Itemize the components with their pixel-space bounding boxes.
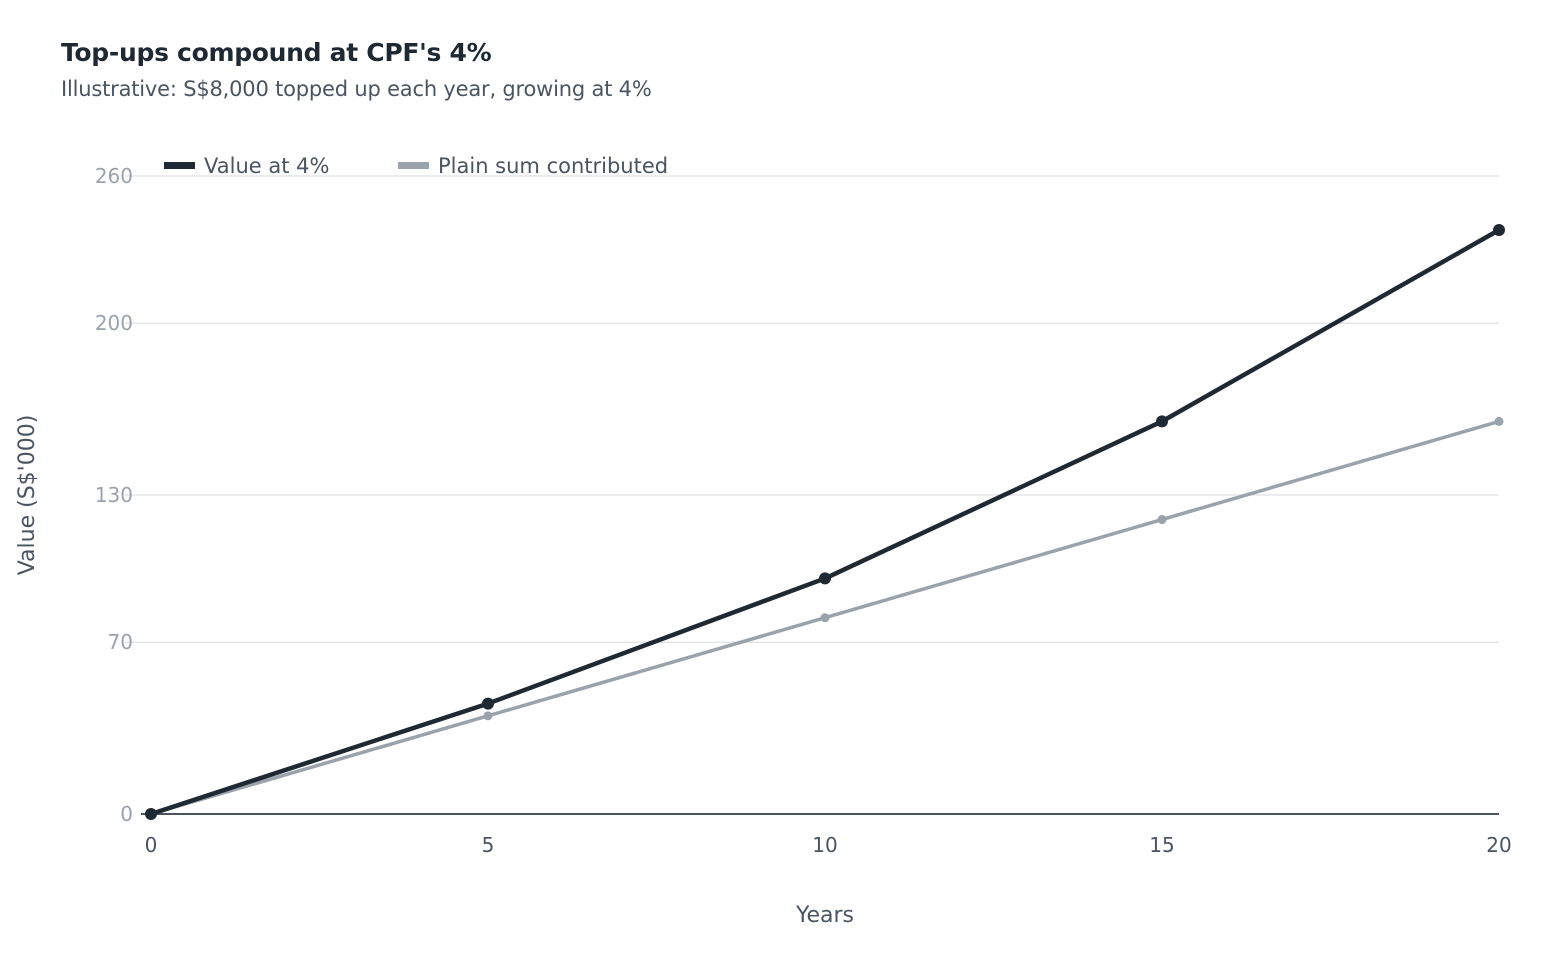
legend-label-value-at-4: Value at 4%	[204, 154, 329, 178]
x-tick-label-10: 10	[812, 833, 837, 857]
legend-swatch-plain-sum-contributed	[398, 162, 429, 169]
y-tick-label-130: 130	[95, 483, 133, 507]
legend-swatch-value-at-4	[164, 162, 195, 169]
data-point-value-at-4-5	[482, 697, 494, 710]
legend-label-plain-sum-contributed: Plain sum contributed	[438, 154, 668, 178]
series-lines	[145, 223, 1505, 820]
y-tick-label-200: 200	[95, 311, 133, 335]
chart-subtitle: Illustrative: S$8,000 topped up each yea…	[61, 77, 652, 101]
data-point-value-at-4-0	[145, 808, 157, 820]
y-axis-label: Value (S$'000)	[15, 415, 40, 576]
y-tick-label-260: 260	[95, 164, 133, 188]
data-point-plain-sum-contributed-15	[1157, 515, 1167, 525]
x-tick-label-15: 15	[1149, 833, 1174, 857]
y-axis-ticks: 0 70 130 200 260	[95, 164, 133, 826]
x-tick-label-20: 20	[1486, 833, 1511, 857]
data-point-plain-sum-contributed-10	[820, 613, 830, 623]
y-tick-label-0: 0	[120, 802, 133, 826]
x-tick-label-0: 0	[145, 833, 158, 857]
series-line-value-at-4	[148, 227, 1502, 817]
gridlines	[125, 175, 1499, 643]
data-point-plain-sum-contributed-5	[483, 711, 493, 721]
data-point-value-at-4-10	[819, 572, 831, 585]
data-point-value-at-4-15	[1156, 415, 1168, 428]
x-tick-label-5: 5	[482, 833, 495, 857]
legend: Value at 4% Plain sum contributed	[164, 154, 668, 178]
y-tick-label-70: 70	[108, 630, 133, 654]
chart-title: Top-ups compound at CPF's 4%	[61, 38, 492, 67]
data-point-plain-sum-contributed-20	[1494, 416, 1504, 426]
data-point-value-at-4-20	[1493, 223, 1505, 236]
x-axis-ticks: 0 5 10 15 20	[145, 833, 1512, 857]
x-axis-label: Years	[795, 903, 854, 928]
